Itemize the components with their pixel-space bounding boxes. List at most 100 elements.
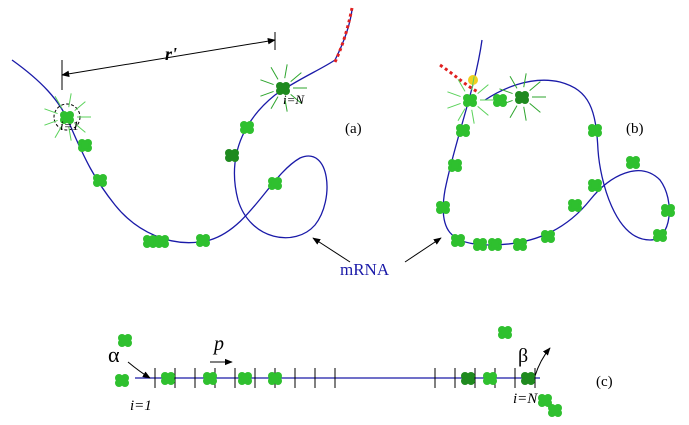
ribosome-part — [524, 374, 532, 382]
ribosome — [115, 374, 129, 387]
site-label: i=1 — [130, 398, 152, 414]
ribosome — [448, 159, 462, 172]
ribosome — [513, 238, 527, 251]
ray — [271, 67, 278, 79]
ray — [44, 120, 57, 125]
panel-label: (b) — [626, 121, 644, 137]
ray — [530, 103, 541, 112]
ribosome-part — [486, 374, 494, 382]
entry-arrow — [128, 362, 150, 378]
pointer-arrow — [405, 238, 441, 262]
ribosome — [161, 372, 175, 385]
ribosome — [93, 174, 107, 187]
ribosome-part — [459, 126, 467, 134]
ribosome-part — [518, 93, 526, 101]
ribosome-part — [279, 84, 287, 92]
ray — [478, 106, 489, 115]
ribosome-part — [164, 374, 172, 382]
site-label: i=N — [283, 92, 305, 107]
entry-label: α — [108, 342, 120, 367]
ribosome — [521, 372, 535, 385]
ribosome-part — [664, 206, 672, 214]
site-label: i=1 — [60, 118, 79, 133]
ribosome — [268, 372, 282, 385]
ray — [447, 92, 460, 97]
ribosome — [268, 177, 282, 190]
ribosome-part — [541, 396, 549, 404]
ribosome-part — [158, 237, 166, 245]
ribosome-part — [271, 179, 279, 187]
ribosome-part — [551, 406, 559, 414]
ribosome-part — [476, 240, 484, 248]
ribosome-part — [629, 158, 637, 166]
ribosome — [436, 201, 450, 214]
ribosome — [155, 235, 169, 248]
ribosome — [541, 230, 555, 243]
pointer-arrow — [313, 238, 350, 262]
ribosome — [463, 94, 477, 107]
ribosome — [78, 139, 92, 152]
ray — [478, 85, 489, 94]
ribosome-part — [466, 96, 474, 104]
ribosome — [203, 372, 217, 385]
hop-label: p — [212, 333, 224, 355]
ribosome-part — [439, 203, 447, 211]
mrna-label: mRNA — [340, 260, 390, 279]
ribosome-part — [656, 231, 664, 239]
ribosome-part — [199, 236, 207, 244]
distance-label: r' — [165, 44, 177, 64]
ribosome — [461, 372, 475, 385]
ribosome — [143, 235, 157, 248]
ribosome — [473, 238, 487, 251]
ribosome — [588, 179, 602, 192]
ribosome — [493, 94, 507, 107]
ray — [530, 82, 541, 91]
ribosome-part — [271, 374, 279, 382]
ribosome-part — [591, 181, 599, 189]
ray — [524, 73, 526, 87]
ribosome — [238, 372, 252, 385]
exit-arrow — [535, 348, 550, 376]
ribosome-part — [121, 336, 129, 344]
ribosome-part — [464, 374, 472, 382]
ray — [510, 106, 517, 118]
ray — [75, 102, 86, 111]
ribosome — [456, 124, 470, 137]
ribosome — [653, 229, 667, 242]
ribosome-part — [496, 96, 504, 104]
ribosome — [225, 149, 239, 162]
mrna-strand-b — [443, 40, 669, 245]
ray — [271, 97, 278, 109]
ribosome — [196, 234, 210, 247]
ribosome-part — [96, 176, 104, 184]
ribosome — [548, 404, 562, 417]
ribosome-part — [454, 236, 462, 244]
panel-label: (a) — [345, 121, 362, 137]
ray — [260, 80, 273, 85]
ribosome — [515, 91, 529, 104]
ribosome-part — [81, 141, 89, 149]
ribosome-part — [228, 151, 236, 159]
ribosome-part — [591, 126, 599, 134]
ray — [285, 64, 287, 78]
panel-label: (c) — [596, 374, 613, 390]
exit-label: β — [518, 345, 528, 367]
ray — [69, 93, 71, 107]
ribosome-part — [571, 201, 579, 209]
ribosome-part — [243, 123, 251, 131]
ray — [447, 103, 460, 108]
ribosome-part — [516, 240, 524, 248]
ray — [472, 110, 474, 124]
ribosome — [626, 156, 640, 169]
ribosome — [488, 238, 502, 251]
ribosome-part — [118, 376, 126, 384]
ribosome-part — [206, 374, 214, 382]
ribosome-part — [501, 328, 509, 336]
figure: r' i=1 i=N (a) (b) mRNA p α β (c) i=1 i=… — [0, 0, 689, 425]
ray — [524, 107, 526, 121]
ribosome-part — [451, 161, 459, 169]
ribosome — [568, 199, 582, 212]
ribosome-part — [544, 232, 552, 240]
ribosome — [483, 372, 497, 385]
ribosome — [118, 334, 132, 347]
